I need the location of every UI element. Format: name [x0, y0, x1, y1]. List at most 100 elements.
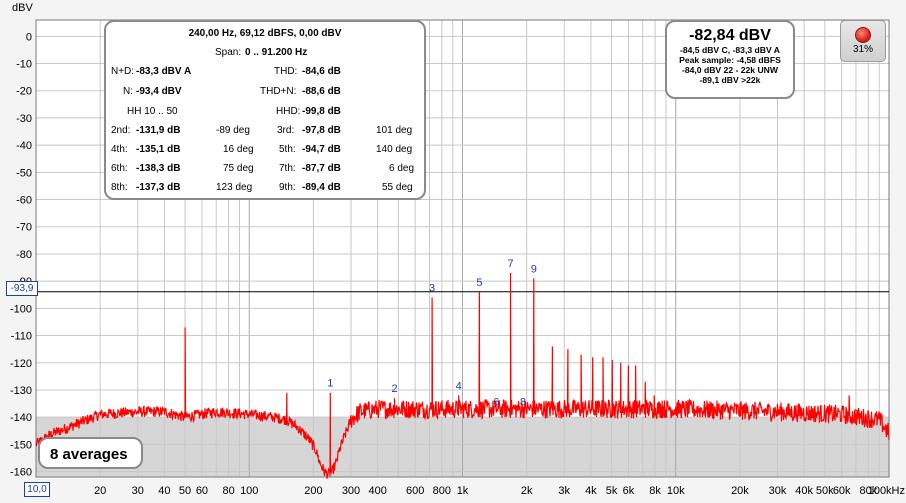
harmonic-phase: -89 deg [216, 125, 250, 136]
harmonic-label: 5th: [279, 144, 296, 155]
above-22k-level-value: -89,1 dBV >22k [699, 75, 761, 85]
span-value: 0 .. 91.200 Hz [245, 47, 308, 58]
x-tick-label: 3k [558, 485, 570, 497]
harmonic-marker: 3 [429, 282, 435, 294]
n-label: N: [123, 86, 133, 97]
y-tick-label: -20 [16, 86, 32, 98]
record-button[interactable]: 31% [840, 20, 886, 62]
x-tick-label: 20k [731, 485, 749, 497]
hh-range-label: HH 10 .. 50 [127, 106, 178, 117]
y-tick-label: -60 [16, 195, 32, 207]
harmonic-label: 8th: [111, 182, 128, 193]
x-tick-label: 100kHz [868, 485, 905, 497]
harmonic-label: 9th: [279, 182, 296, 193]
hhd-value: -99,8 dB [302, 106, 341, 117]
record-icon [855, 27, 871, 43]
y-tick-label: -150 [10, 439, 32, 451]
harmonic-value: -94,7 dB [302, 144, 341, 155]
y-tick-label: 0 [26, 31, 32, 43]
harmonic-phase: 55 deg [382, 182, 413, 193]
harmonic-value: -87,7 dB [302, 163, 341, 174]
y-tick-label: -110 [11, 331, 32, 343]
x-tick-label: 5k [606, 485, 618, 497]
x-tick-label: 800 [433, 485, 451, 497]
y-tick-label: -140 [10, 412, 32, 424]
harmonic-phase: 101 deg [376, 125, 413, 136]
harmonic-label: 6th: [111, 163, 128, 174]
x-tick-label: 40 [158, 485, 170, 497]
hhd-label: HHD: [276, 106, 301, 117]
x-tick-label: 6k [623, 485, 635, 497]
harmonic-marker: 5 [476, 277, 482, 289]
cursor-level-label[interactable]: -93,9 [6, 281, 38, 296]
harmonic-marker: 8 [520, 397, 526, 409]
harmonic-phase: 140 deg [376, 144, 413, 155]
x-tick-label: 2k [521, 485, 533, 497]
harmonic-phase: 75 deg [223, 163, 254, 174]
x-tick-label: 60k [833, 485, 851, 497]
harmonic-value: -138,3 dB [136, 163, 181, 174]
y-tick-label: -70 [16, 222, 32, 234]
x-tick-label: 1k [457, 485, 469, 497]
spectrum-trace [35, 272, 890, 479]
level-main-value: -82,84 dBV [689, 27, 771, 44]
x-tick-label: 80 [222, 485, 234, 497]
nd-label: N+D: [111, 66, 135, 77]
x-tick-label: 200 [304, 485, 322, 497]
plot-frame [35, 19, 890, 478]
span-label: Span: [215, 47, 242, 58]
harmonic-marker: 7 [507, 258, 513, 270]
averages-badge: 8 averages [38, 437, 143, 469]
y-tick-label: -30 [16, 113, 32, 125]
x-tick-label: 30 [132, 485, 144, 497]
record-percent: 31% [852, 44, 873, 55]
x-start-label[interactable]: 10,0 [24, 482, 50, 497]
x-tick-label: 10k [667, 485, 685, 497]
x-tick-label: 50 [179, 485, 191, 497]
x-tick-label: 600 [406, 485, 424, 497]
info-title: 240,00 Hz, 69,12 dBFS, 0,00 dBV [188, 28, 342, 39]
harmonic-marker: 2 [391, 383, 397, 395]
harmonic-marker: 4 [456, 380, 462, 392]
harmonic-label: 2nd: [111, 125, 131, 136]
x-tick-label: 80k [859, 485, 877, 497]
thd-value: -84,6 dB [302, 66, 341, 77]
harmonic-marker: 1 [327, 378, 333, 390]
x-tick-label: 60 [196, 485, 208, 497]
harmonic-label: 4th: [111, 144, 128, 155]
harmonic-value: -89,4 dB [302, 182, 341, 193]
y-tick-label: -50 [16, 167, 32, 179]
harmonic-phase: 16 deg [223, 144, 254, 155]
harmonic-value: -131,9 dB [136, 125, 181, 136]
x-tick-label: 100 [240, 485, 258, 497]
harmonic-marker: 6 [493, 397, 499, 409]
thdn-value: -88,6 dB [302, 86, 341, 97]
x-tick-label: 300 [342, 485, 360, 497]
harmonic-label: 3rd: [277, 125, 295, 136]
y-tick-label: -40 [16, 140, 32, 152]
unweighted-level-value: -84,0 dBV 22 - 22k UNW [682, 65, 778, 75]
x-tick-label: 30k [769, 485, 787, 497]
distortion-info-panel: 240,00 Hz, 69,12 dBFS, 0,00 dBV Span: 0 … [104, 20, 426, 200]
peak-sample-value: Peak sample: -4,58 dBFS [679, 55, 781, 65]
harmonic-value: -97,8 dB [302, 125, 341, 136]
x-tick-label: 4k [585, 485, 597, 497]
y-tick-label: -160 [10, 467, 32, 479]
level-weighted-values: -84,5 dBV C, -83,3 dBV A [680, 45, 780, 55]
x-tick-label: 50k [816, 485, 834, 497]
x-tick-label: 20 [94, 485, 106, 497]
y-tick-label: -80 [16, 249, 32, 261]
level-readout-panel: -82,84 dBV -84,5 dBV C, -83,3 dBV A Peak… [665, 20, 795, 99]
y-tick-label: -100 [10, 303, 32, 315]
y-axis-unit-label: dBV [12, 2, 33, 14]
n-value: -93,4 dBV [136, 86, 182, 97]
harmonic-label: 7th: [279, 163, 296, 174]
thd-label: THD: [274, 66, 298, 77]
harmonic-marker: 9 [531, 263, 537, 275]
harmonic-value: -135,1 dB [136, 144, 181, 155]
y-tick-label: -10 [16, 59, 32, 71]
x-tick-label: 40k [795, 485, 813, 497]
x-tick-label: 8k [649, 485, 661, 497]
harmonic-phase: 6 deg [389, 163, 415, 174]
